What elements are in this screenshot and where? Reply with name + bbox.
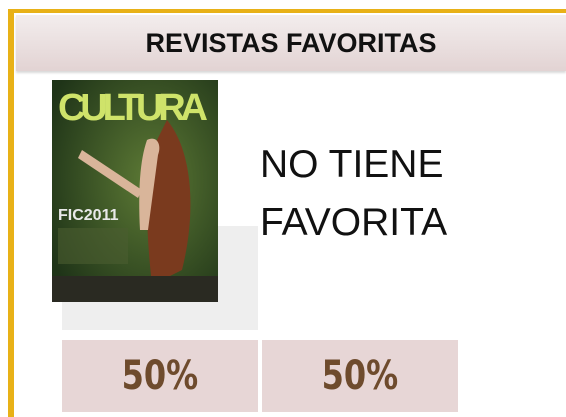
message-line: FAVORITA: [260, 201, 448, 244]
figure: [147, 120, 191, 285]
cover-text-block: [58, 228, 128, 264]
message: NO TIENE FAVORITA: [260, 136, 447, 252]
border: [8, 9, 14, 417]
title: REVISTAS FAVORITAS: [145, 27, 437, 58]
cover-masthead: CULTURA: [58, 87, 208, 129]
cover-footer: [52, 276, 218, 302]
figure: [78, 150, 142, 198]
stat-box: 50%: [62, 340, 258, 412]
stat-value: 50%: [121, 353, 199, 399]
cover-headline: FIC2011: [58, 207, 119, 224]
stat-value: 50%: [321, 353, 399, 399]
magazine-cover: CULTURA FIC2011: [52, 80, 218, 302]
figure: [139, 138, 160, 230]
stat-box: 50%: [262, 340, 458, 412]
message-line: NO TIENE: [260, 143, 444, 186]
title-bar: REVISTAS FAVORITAS: [16, 15, 566, 71]
border: [8, 9, 566, 13]
